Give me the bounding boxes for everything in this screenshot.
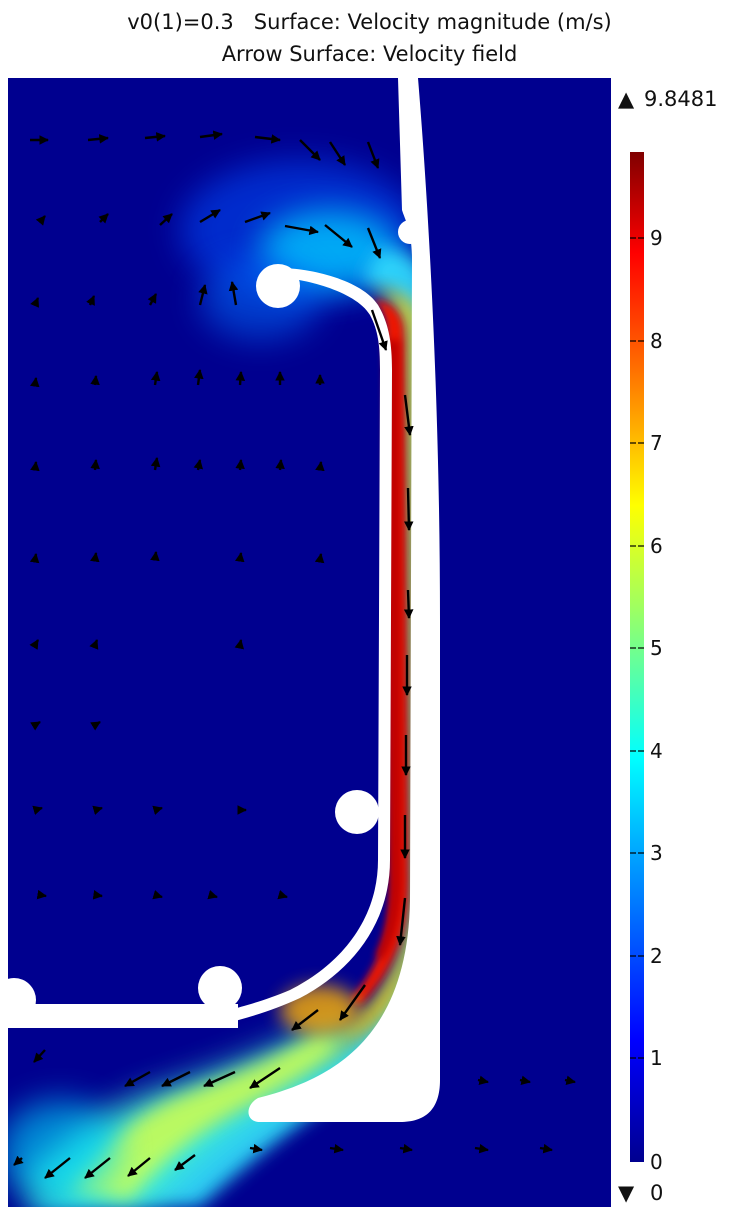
colorbar-min-label: 0 <box>650 1181 664 1205</box>
colorbar-tick-label: 3 <box>650 841 663 865</box>
colorbar-tick-label: 7 <box>650 431 663 455</box>
colorbar-tick-label: 4 <box>650 739 663 763</box>
plot-title-line-1: v0(1)=0.3 Surface: Velocity magnitude (m… <box>127 10 612 34</box>
colorbar-tick-label: 6 <box>650 534 663 558</box>
colorbar-tick-label: 0 <box>650 1150 663 1174</box>
colorbar-tick-label: 2 <box>650 944 663 968</box>
colorbar-ticks <box>630 237 644 1059</box>
colorbar <box>630 152 644 1162</box>
colorbar-tick-label: 8 <box>650 329 663 353</box>
colorbar-max-label: 9.8481 <box>644 87 718 111</box>
colorbar-tick-label: 1 <box>650 1046 663 1070</box>
velocity-arrows <box>13 130 576 1179</box>
colorbar-max-marker-icon: ▲ <box>618 87 635 111</box>
colorbar-tick-label: 5 <box>650 636 663 660</box>
colorbar-min-marker-icon: ▼ <box>618 1181 635 1205</box>
colorbar-tick-label: 9 <box>650 226 663 250</box>
velocity-surface <box>8 78 611 1207</box>
plot-title-line-2: Arrow Surface: Velocity field <box>221 42 518 66</box>
